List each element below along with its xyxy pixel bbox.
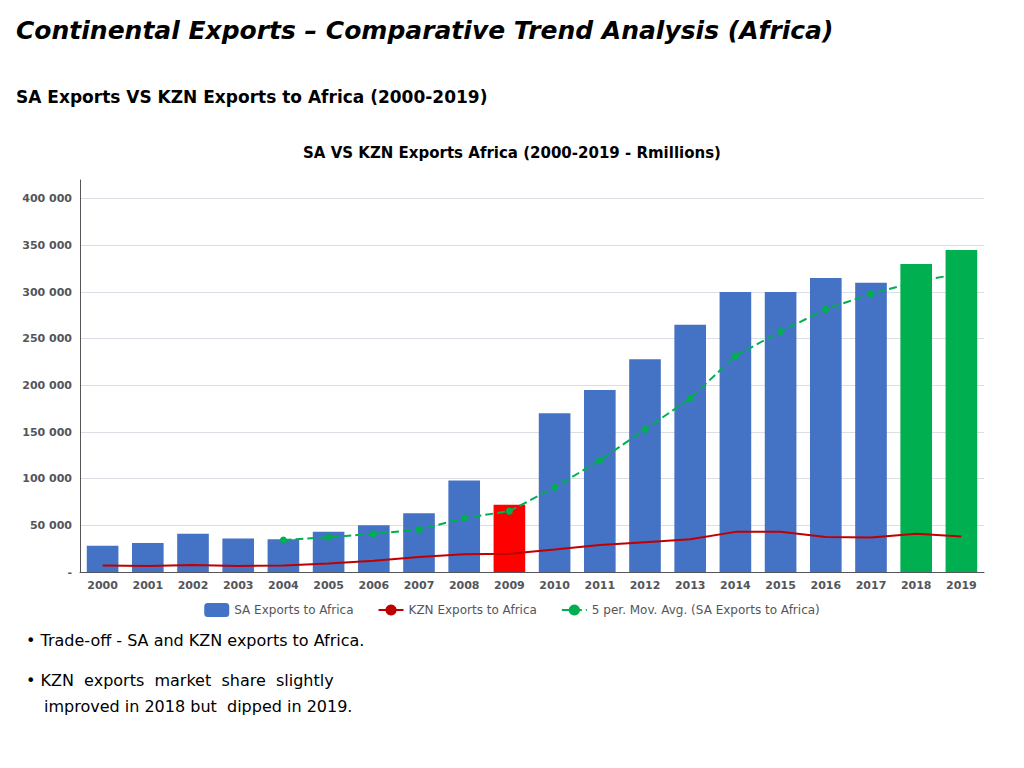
svg-text:2012: 2012 (630, 579, 661, 592)
svg-text:2016: 2016 (810, 579, 841, 592)
svg-text:2011: 2011 (584, 579, 615, 592)
svg-text:350 000: 350 000 (22, 239, 72, 252)
svg-text:2004: 2004 (268, 579, 299, 592)
svg-text:• Trade-off - SA and KZN expor: • Trade-off - SA and KZN exports to Afri… (26, 631, 364, 650)
svg-text:2014: 2014 (720, 579, 751, 592)
svg-text:2018: 2018 (901, 579, 932, 592)
svg-text:2005: 2005 (313, 579, 344, 592)
svg-text:200 000: 200 000 (22, 379, 72, 392)
svg-text:5 per. Mov. Avg. (SA Exports t: 5 per. Mov. Avg. (SA Exports to Africa) (592, 603, 820, 617)
svg-text:150 000: 150 000 (22, 426, 72, 439)
svg-text:-: - (67, 566, 72, 579)
svg-text:improved in 2018 but dipped i: improved in 2018 but dipped in 2019. (44, 697, 352, 716)
svg-text:SA Exports VS KZN Exports to A: SA Exports VS KZN Exports to Africa (200… (16, 87, 487, 107)
svg-text:100 000: 100 000 (22, 472, 72, 485)
svg-text:SA VS KZN Exports Africa (2000: SA VS KZN Exports Africa (2000-2019 - Rm… (303, 144, 721, 162)
svg-text:2002: 2002 (178, 579, 209, 592)
svg-text:2008: 2008 (449, 579, 480, 592)
svg-text:SA Exports to Africa: SA Exports to Africa (234, 603, 353, 617)
svg-text:2013: 2013 (675, 579, 706, 592)
svg-text:2003: 2003 (223, 579, 254, 592)
svg-text:2007: 2007 (404, 579, 435, 592)
svg-text:Continental Exports – Comparat: Continental Exports – Comparative Trend … (16, 16, 833, 45)
svg-text:2017: 2017 (856, 579, 887, 592)
svg-text:2010: 2010 (539, 579, 570, 592)
svg-text:300 000: 300 000 (22, 286, 72, 299)
svg-text:2001: 2001 (132, 579, 163, 592)
svg-text:2019: 2019 (946, 579, 977, 592)
svg-text:2009: 2009 (494, 579, 525, 592)
svg-text:KZN Exports to Africa: KZN Exports to Africa (409, 603, 537, 617)
svg-text:2015: 2015 (765, 579, 796, 592)
svg-text:250 000: 250 000 (22, 332, 72, 345)
svg-text:2006: 2006 (358, 579, 389, 592)
svg-text:50 000: 50 000 (30, 519, 72, 532)
svg-text:400 000: 400 000 (22, 192, 72, 205)
svg-text:2000: 2000 (87, 579, 118, 592)
svg-text:• KZN exports market share: • KZN exports market share slightly (26, 671, 334, 690)
